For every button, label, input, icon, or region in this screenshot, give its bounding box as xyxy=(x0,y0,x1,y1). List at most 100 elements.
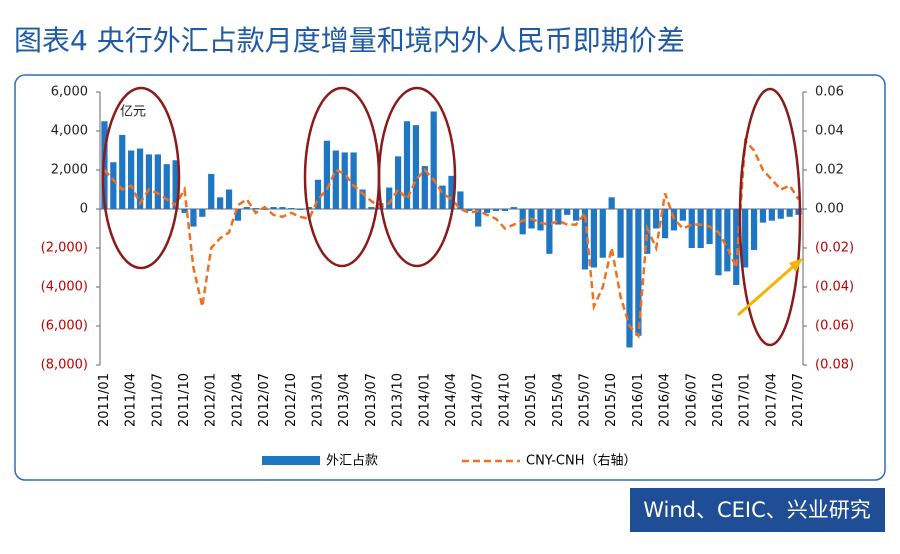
bar xyxy=(430,111,437,209)
bar xyxy=(537,209,544,231)
y2-tick-label: 0.00 xyxy=(815,202,844,217)
bar xyxy=(421,166,428,209)
bar xyxy=(412,125,420,209)
bar xyxy=(279,207,286,209)
highlight-ellipse xyxy=(101,86,181,270)
x-tick-label: 2017/07 xyxy=(791,373,806,427)
bar xyxy=(492,209,500,211)
x-tick-label: 2011/01 xyxy=(97,373,112,427)
bar xyxy=(359,189,366,209)
bar xyxy=(510,207,517,209)
x-tick-label: 2016/10 xyxy=(711,373,726,427)
source-box xyxy=(630,488,885,532)
x-tick-label: 2013/07 xyxy=(364,373,379,427)
x-tick-label: 2016/07 xyxy=(684,373,699,427)
arrow-line xyxy=(737,263,796,317)
x-tick-label: 2017/01 xyxy=(738,373,753,427)
bar xyxy=(225,189,233,209)
x-tick-label: 2014/10 xyxy=(497,373,512,427)
chart-frame xyxy=(14,74,886,481)
bar xyxy=(386,187,393,209)
bar xyxy=(688,209,695,248)
arrow-head xyxy=(789,258,803,272)
y-tick-label: 4,000 xyxy=(51,124,88,139)
y2-tick-label: (0.02) xyxy=(815,241,854,256)
bar xyxy=(332,150,339,209)
plot: 6,000 4,000 2,000 0 (2,000) (4,000) (6,000) (8,… xyxy=(41,85,854,469)
bar xyxy=(243,207,250,209)
bar xyxy=(617,209,624,258)
bar xyxy=(323,140,331,209)
x-tick-label: 2017/04 xyxy=(764,373,779,427)
highlights xyxy=(101,86,802,347)
x-tick-label: 2015/07 xyxy=(577,373,592,427)
y-tick-label: 2,000 xyxy=(51,163,88,178)
bar xyxy=(190,209,197,227)
bar xyxy=(670,209,678,231)
bar xyxy=(314,179,322,209)
bar xyxy=(154,154,161,209)
bar xyxy=(564,209,571,215)
source: Wind、CEIC、兴业研究 xyxy=(643,498,871,522)
bar xyxy=(777,209,784,219)
x-tick-label: 2015/04 xyxy=(551,373,566,427)
bar xyxy=(448,175,455,209)
bar xyxy=(679,209,686,221)
bar xyxy=(466,209,473,211)
y2-tick-label: 0.04 xyxy=(815,124,844,139)
bar xyxy=(145,154,153,209)
bar xyxy=(181,209,188,213)
bar xyxy=(759,209,767,223)
bar xyxy=(608,197,615,209)
bar xyxy=(172,160,179,209)
bar xyxy=(626,209,633,348)
bar xyxy=(795,209,802,215)
legend-label: CNY-CNH（右轴） xyxy=(526,454,636,469)
x-tick-label: 2012/10 xyxy=(284,373,299,427)
highlight-ellipse xyxy=(377,86,457,268)
x-tick-label: 2016/01 xyxy=(631,373,646,427)
y2-tick-label: (0.06) xyxy=(815,319,854,334)
x-tick-label: 2012/01 xyxy=(204,373,219,427)
bar xyxy=(742,209,749,268)
x-tick-label: 2013/10 xyxy=(391,373,406,427)
bar xyxy=(750,209,758,250)
bar xyxy=(715,209,722,276)
x-tick-label: 2013/04 xyxy=(337,373,352,427)
bar xyxy=(261,209,268,210)
bar xyxy=(439,185,446,209)
bar xyxy=(217,197,224,209)
bar xyxy=(475,209,482,227)
bar xyxy=(590,209,597,268)
x-tick-label: 2011/07 xyxy=(150,373,165,427)
bar xyxy=(208,173,215,209)
bar xyxy=(288,208,295,209)
bar xyxy=(128,150,135,209)
bar xyxy=(483,209,491,213)
bar xyxy=(661,209,669,239)
bar xyxy=(635,209,642,336)
bar xyxy=(110,162,117,209)
x-tick-label: 2012/07 xyxy=(257,373,272,427)
bar xyxy=(270,207,277,209)
bar xyxy=(119,134,126,209)
x-tick-label: 2013/01 xyxy=(311,373,326,427)
x-tick-label: 2016/04 xyxy=(658,373,673,427)
bar xyxy=(394,156,402,209)
bar xyxy=(572,209,580,221)
y-tick-label: 6,000 xyxy=(51,85,88,100)
y2-tick-label: 0.06 xyxy=(815,85,844,100)
bar xyxy=(341,152,348,209)
bar xyxy=(733,209,740,286)
x-tick-label: 2014/04 xyxy=(444,373,459,427)
bar xyxy=(599,209,606,258)
bar xyxy=(697,209,704,248)
bar xyxy=(163,164,170,209)
bar xyxy=(368,207,375,209)
bar xyxy=(581,209,589,270)
y-tick-label: (6,000) xyxy=(41,319,88,334)
x-tick-label: 2014/07 xyxy=(471,373,486,427)
x-tick-label: 2012/04 xyxy=(230,373,245,427)
y-tick-label: (4,000) xyxy=(41,280,88,295)
